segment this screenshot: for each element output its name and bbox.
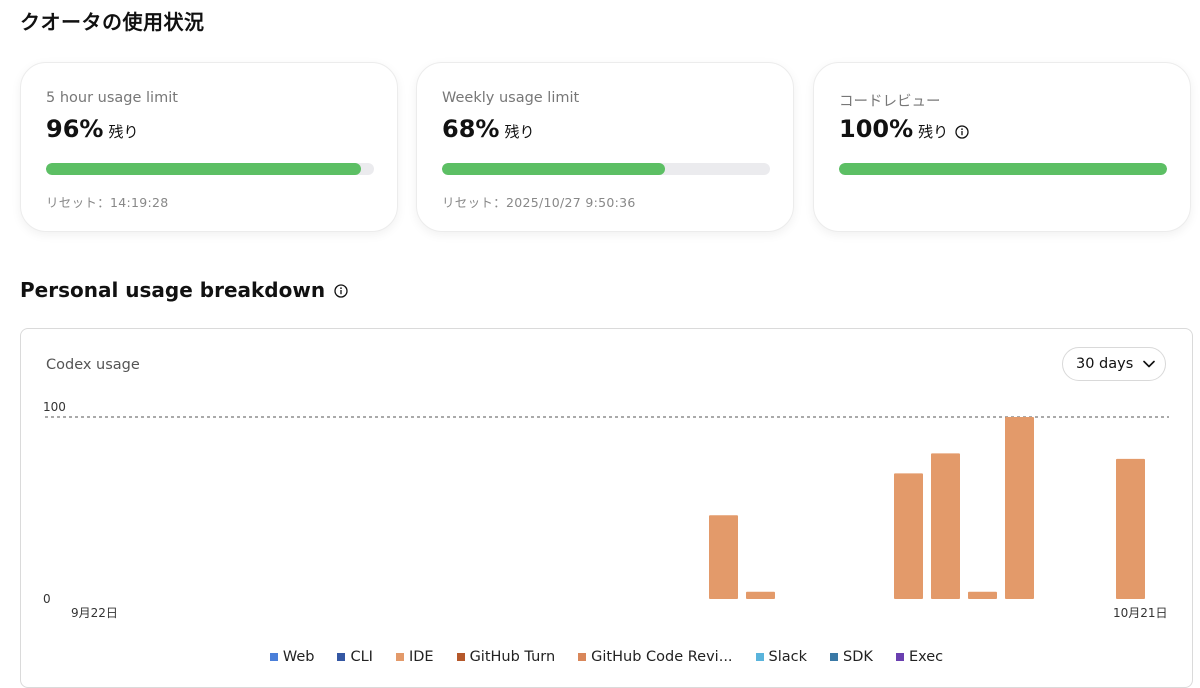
progress-track (442, 163, 770, 175)
legend-item-exec[interactable]: Exec (895, 649, 944, 665)
legend-label: SDK (843, 649, 873, 665)
info-icon[interactable] (334, 279, 348, 303)
progress-track (839, 163, 1167, 175)
bar-10-11 (746, 591, 775, 599)
legend-swatch (895, 653, 904, 661)
legend-item-github-turn[interactable]: GitHub Turn (456, 649, 556, 665)
bar-10-21 (1116, 458, 1145, 599)
usage-chart-panel: Codex usage 30 days 100 0 9月22日 10月21日 Web C… (20, 328, 1193, 688)
card-value: 96% 残り (46, 115, 138, 143)
legend-label: GitHub Code Revi... (591, 649, 733, 665)
legend-swatch (830, 653, 839, 661)
card-value: 68% 残り (442, 115, 534, 143)
breakdown-title: Personal usage breakdown (20, 278, 326, 302)
section-title: Personal usage breakdown (20, 278, 348, 302)
legend-swatch (755, 653, 764, 661)
card-label: コードレビュー (839, 94, 941, 110)
legend-item-web[interactable]: Web (269, 649, 315, 665)
progress-fill (839, 163, 1167, 175)
bar-10-17 (968, 591, 997, 599)
x-tick-label-end: 10月21日 (1113, 606, 1168, 620)
chart-legend: Web CLI IDE GitHub Turn GitHub Code Revi... S… (21, 649, 1192, 665)
range-dropdown[interactable]: 30 days (1062, 347, 1166, 381)
legend-label: CLI (350, 649, 373, 665)
remaining-label: 残り (108, 123, 139, 141)
progress-fill (46, 163, 361, 175)
range-selected: 30 days (1076, 356, 1134, 372)
usage-bar-chart: 100 0 9月22日 10月21日 (43, 400, 1169, 620)
remaining-label: 残り (918, 123, 949, 141)
bar-10-18 (1005, 417, 1034, 599)
legend-swatch (269, 653, 278, 661)
progress-fill (442, 163, 666, 175)
reset-time: リセット：2025/10/27 9:50:36 (442, 195, 636, 210)
legend-label: Web (282, 649, 315, 665)
card-label: 5 hour usage limit (46, 90, 178, 106)
legend-swatch (456, 653, 465, 661)
percent-remaining: 100% (839, 115, 914, 143)
remaining-label: 残り (504, 123, 535, 141)
reset-time: リセット：14:19:28 (46, 195, 169, 210)
quota-card-code-review: コードレビュー 100% 残り (813, 62, 1191, 232)
bar-10-15 (894, 473, 923, 599)
x-tick-label-start: 9月22日 (71, 606, 118, 620)
card-label: Weekly usage limit (442, 90, 580, 106)
card-value: 100% 残り (839, 115, 969, 143)
legend-label: Slack (768, 649, 808, 665)
legend-swatch (337, 653, 346, 661)
quota-card-weekly: Weekly usage limit 68% 残り リセット：2025/10/2… (416, 62, 794, 232)
info-icon[interactable] (955, 124, 969, 143)
y-tick-label: 100 (43, 400, 66, 414)
legend-item-cli[interactable]: CLI (337, 649, 373, 665)
legend-item-github-code-revi[interactable]: GitHub Code Revi... (578, 649, 733, 665)
legend-swatch (395, 653, 404, 661)
bar-10-10 (709, 515, 738, 599)
percent-remaining: 68% (442, 115, 500, 143)
legend-swatch (578, 653, 587, 661)
chart-label: Codex usage (46, 357, 140, 373)
legend-label: GitHub Turn (469, 649, 556, 665)
y-tick-label: 0 (43, 592, 51, 606)
percent-remaining: 96% (46, 115, 104, 143)
legend-label: IDE (408, 649, 434, 665)
legend-item-ide[interactable]: IDE (395, 649, 434, 665)
chevron-down-icon (1143, 356, 1156, 372)
bar-10-16 (931, 453, 960, 599)
legend-label: Exec (908, 649, 944, 665)
legend-item-sdk[interactable]: SDK (830, 649, 873, 665)
progress-track (46, 163, 374, 175)
page-title: クオータの使用状況 (20, 10, 205, 34)
quota-card-5-hour: 5 hour usage limit 96% 残り リセット：14:19:28 (20, 62, 398, 232)
legend-item-slack[interactable]: Slack (755, 649, 808, 665)
